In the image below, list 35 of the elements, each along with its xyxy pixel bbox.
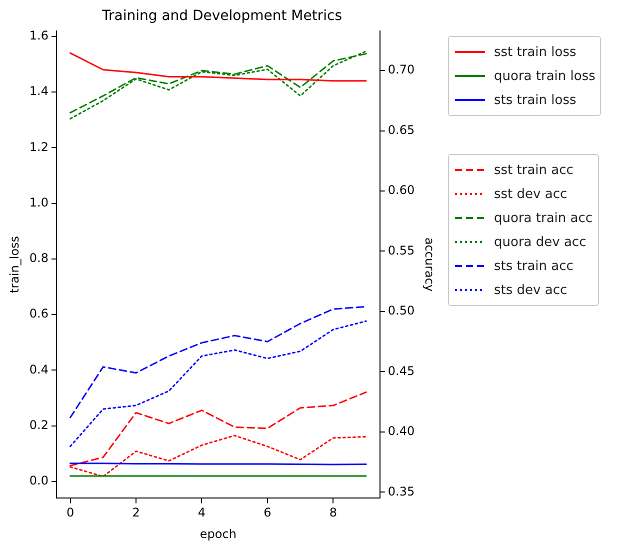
y-tick-label: 1.6 bbox=[29, 28, 48, 42]
y2-tick-label: 0.55 bbox=[388, 243, 415, 258]
x-tick-label: 0 bbox=[66, 506, 74, 520]
y-tick-label: 0.2 bbox=[29, 418, 48, 432]
y-tick-label: 1.2 bbox=[29, 140, 48, 154]
legend-label: sst train acc bbox=[494, 162, 574, 178]
y2-tick-label: 0.40 bbox=[388, 424, 415, 438]
x-tick-label: 2 bbox=[132, 506, 140, 520]
chart-title: Training and Development Metrics bbox=[101, 8, 342, 24]
legend-label: sts train loss bbox=[494, 92, 576, 108]
x-axis-title: epoch bbox=[200, 526, 236, 541]
y-tick-label: 0.6 bbox=[29, 306, 48, 321]
y2-tick-label: 0.35 bbox=[388, 484, 415, 498]
y2-tick-label: 0.65 bbox=[388, 122, 415, 137]
y2-tick-label: 0.45 bbox=[388, 364, 415, 378]
legend-label: sst dev acc bbox=[494, 186, 568, 202]
y2-tick-label: 0.50 bbox=[388, 304, 415, 318]
legend-label: quora train acc bbox=[494, 210, 593, 226]
y-tick-label: 1.0 bbox=[29, 195, 48, 210]
y-tick-label: 0.4 bbox=[29, 362, 48, 376]
x-tick-label: 6 bbox=[264, 506, 272, 520]
x-tick-label: 8 bbox=[329, 506, 338, 520]
y2-tick-label: 0.60 bbox=[388, 183, 415, 198]
y-tick-label: 0.8 bbox=[29, 251, 48, 266]
legend-label: quora train loss bbox=[494, 68, 596, 84]
legend-label: sts train acc bbox=[494, 258, 574, 274]
legend-label: quora dev acc bbox=[494, 234, 586, 250]
y2-tick-label: 0.70 bbox=[388, 62, 415, 77]
legend-label: sst train loss bbox=[494, 44, 576, 60]
y-tick-label: 1.4 bbox=[29, 84, 48, 98]
y-axis-title: train_loss bbox=[7, 236, 22, 294]
y-tick-label: 0.0 bbox=[29, 474, 48, 488]
y2-axis-title: accuracy bbox=[422, 237, 437, 292]
legend-label: sts dev acc bbox=[494, 282, 568, 298]
x-tick-label: 4 bbox=[198, 506, 206, 520]
